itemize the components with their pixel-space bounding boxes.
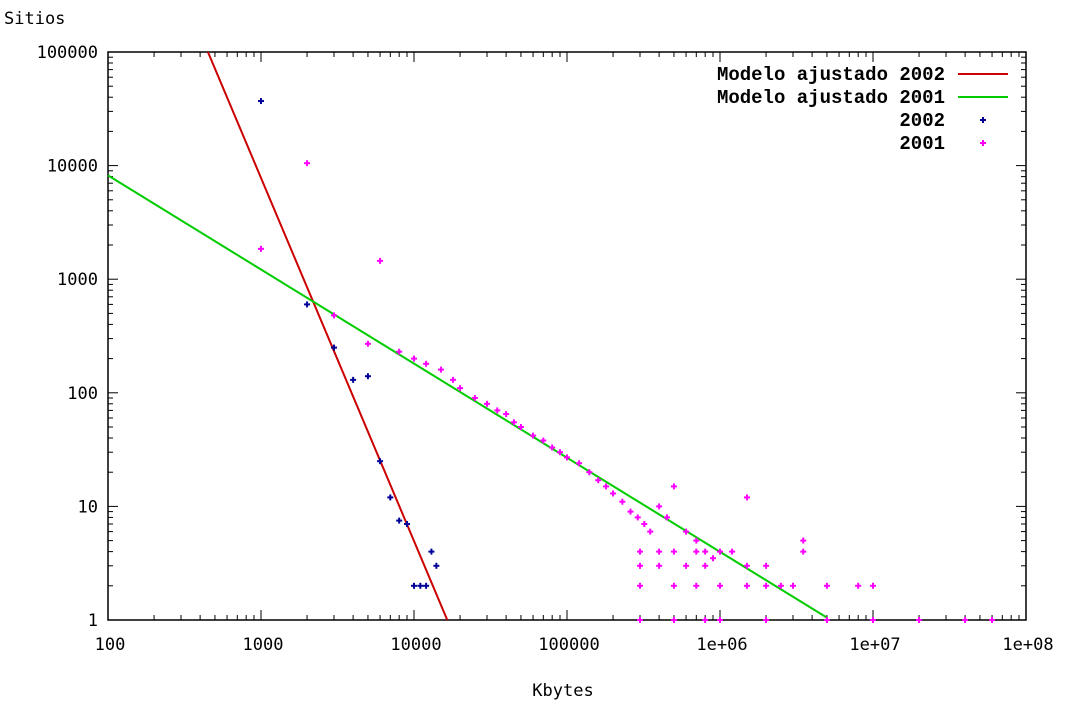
legend-label: Modelo ajustado 2001 [717, 87, 945, 109]
y-tick-label: 100 [67, 384, 98, 404]
x-axis: 100 1000 10000 100000 1e+06 1e+07 1e+08 [95, 52, 1054, 655]
y-tick-label: 10 [78, 497, 98, 517]
series-1 [107, 174, 828, 619]
x-tick-label: 10000 [390, 635, 441, 655]
x-axis-label: Kbytes [532, 681, 593, 701]
plot-frame [107, 51, 1027, 621]
x-tick-label: 100000 [538, 635, 599, 655]
series-2 [258, 98, 440, 589]
legend-label: 2001 [899, 133, 945, 155]
series-3 [258, 160, 996, 623]
y-axis-label: Sitios [4, 9, 65, 29]
series-layer [107, 51, 996, 623]
x-tick-label: 1e+08 [1002, 635, 1053, 655]
y-axis: 1 10 100 1000 10000 100000 [37, 43, 1026, 631]
fit-line [107, 174, 828, 619]
y-tick-label: 10000 [47, 157, 98, 177]
legend-label: Modelo ajustado 2002 [717, 64, 945, 86]
x-tick-label: 1e+06 [696, 635, 747, 655]
legend-label: 2002 [899, 110, 945, 132]
series-0 [207, 51, 449, 621]
fit-line [207, 51, 449, 621]
y-tick-label: 100000 [37, 43, 98, 63]
x-tick-label: 100 [95, 635, 126, 655]
x-tick-label: 1000 [243, 635, 284, 655]
x-tick-label: 1e+07 [849, 635, 900, 655]
y-tick-label: 1 [88, 611, 98, 631]
y-tick-label: 1000 [57, 270, 98, 290]
